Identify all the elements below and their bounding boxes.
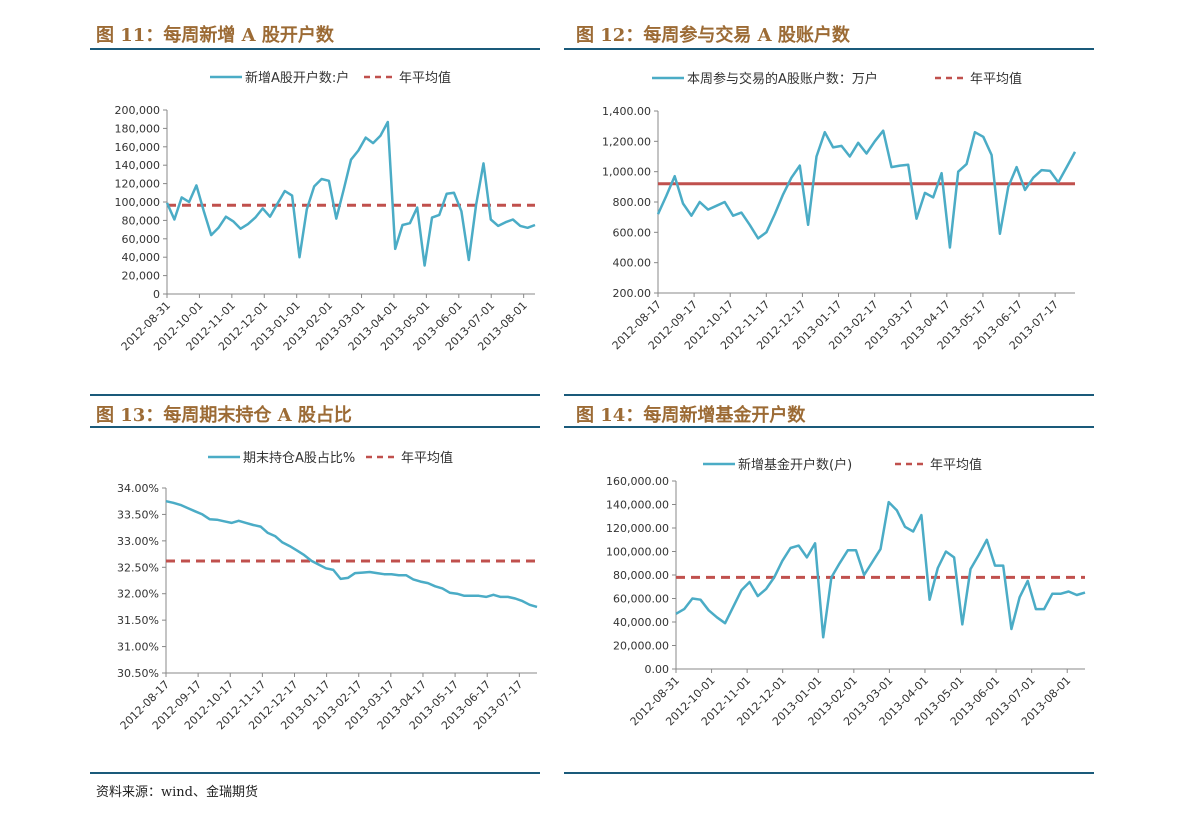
legend-label-series: 期末持仓A股占比% bbox=[243, 451, 355, 466]
y-tick-label: 32.00% bbox=[117, 588, 159, 601]
y-tick-label: 1,000.00 bbox=[602, 166, 651, 179]
series-line bbox=[165, 120, 536, 267]
y-tick-label: 31.50% bbox=[117, 614, 159, 627]
divider bbox=[90, 426, 540, 428]
legend-label-average: 年平均值 bbox=[399, 70, 451, 86]
y-tick-label: 200.00 bbox=[613, 287, 652, 300]
divider bbox=[564, 394, 1094, 396]
legend-label-average: 年平均值 bbox=[930, 457, 982, 473]
divider bbox=[564, 48, 1094, 50]
chart-title-11: 图 11：每周新增 A 股开户数 bbox=[96, 25, 334, 46]
y-tick-label: 1,200.00 bbox=[602, 135, 651, 148]
y-tick-label: 60,000 bbox=[122, 233, 161, 246]
y-tick-label: 40,000.00 bbox=[613, 616, 669, 629]
y-tick-label: 20,000.00 bbox=[613, 640, 669, 653]
series-line bbox=[656, 129, 1077, 249]
legend-label-average: 年平均值 bbox=[401, 450, 453, 466]
series-line bbox=[165, 499, 538, 609]
y-tick-label: 140,000 bbox=[115, 159, 161, 172]
y-tick-label: 80,000 bbox=[122, 214, 161, 227]
divider bbox=[564, 772, 1094, 774]
y-tick-label: 20,000 bbox=[122, 270, 161, 283]
y-tick-label: 32.50% bbox=[117, 561, 159, 574]
divider bbox=[564, 426, 1094, 428]
legend-label-series: 本周参与交易的A股账户数：万户 bbox=[687, 71, 878, 87]
y-tick-label: 31.00% bbox=[117, 641, 159, 654]
y-tick-label: 100,000 bbox=[115, 196, 161, 209]
y-tick-label: 400.00 bbox=[613, 257, 652, 270]
y-tick-label: 80,000.00 bbox=[613, 569, 669, 582]
y-tick-label: 800.00 bbox=[613, 196, 652, 209]
divider bbox=[90, 48, 540, 50]
chart-title-14: 图 14：每周新增基金开户数 bbox=[576, 405, 806, 426]
y-tick-label: 30.50% bbox=[117, 667, 159, 680]
y-tick-label: 160,000.00 bbox=[606, 475, 669, 488]
legend-label-average: 年平均值 bbox=[970, 71, 1022, 87]
y-tick-label: 100,000.00 bbox=[606, 546, 669, 559]
y-tick-label: 34.00% bbox=[117, 482, 159, 495]
legend-label-series: 新增A股开户数:户 bbox=[245, 70, 349, 86]
y-tick-label: 140,000.00 bbox=[606, 499, 669, 512]
chart-title-12: 图 12：每周参与交易 A 股账户数 bbox=[576, 25, 850, 46]
y-tick-label: 0.00 bbox=[645, 663, 670, 676]
y-tick-label: 60,000.00 bbox=[613, 593, 669, 606]
legend-label-series: 新增基金开户数(户) bbox=[738, 457, 852, 473]
y-tick-label: 160,000 bbox=[115, 141, 161, 154]
y-tick-label: 33.50% bbox=[117, 508, 159, 521]
source-note: 资料来源：wind、金瑞期货 bbox=[96, 785, 258, 800]
chart-title-13: 图 13：每周期末持仓 A 股占比 bbox=[96, 405, 352, 426]
y-tick-label: 33.00% bbox=[117, 535, 159, 548]
divider bbox=[90, 394, 540, 396]
divider bbox=[90, 772, 540, 774]
series-line bbox=[675, 500, 1086, 639]
y-tick-label: 200,000 bbox=[115, 104, 161, 117]
y-tick-label: 120,000 bbox=[115, 178, 161, 191]
y-tick-label: 40,000 bbox=[122, 251, 161, 264]
y-tick-label: 180,000 bbox=[115, 122, 161, 135]
y-tick-label: 1,400.00 bbox=[602, 105, 651, 118]
y-tick-label: 600.00 bbox=[613, 226, 652, 239]
y-tick-label: 0 bbox=[153, 288, 160, 301]
y-tick-label: 120,000.00 bbox=[606, 522, 669, 535]
